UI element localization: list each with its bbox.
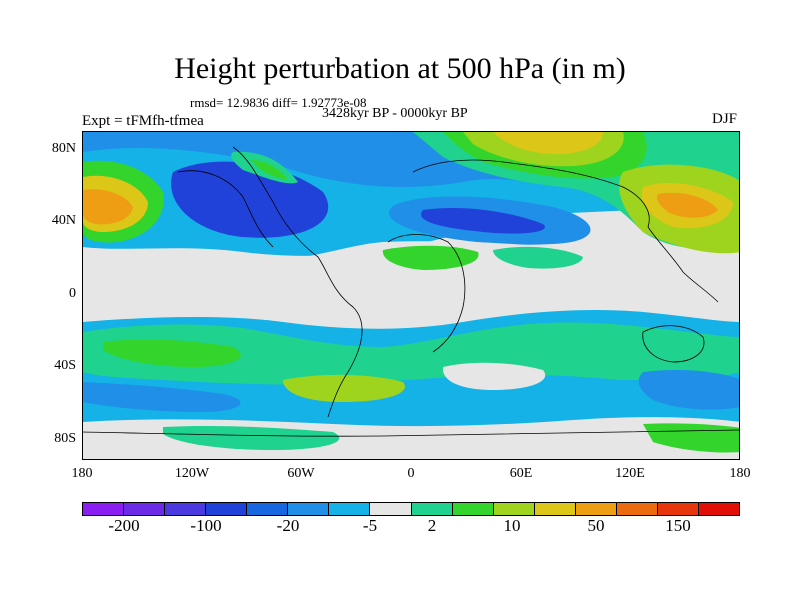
colorbar-swatch [165,503,207,515]
stats-text: rmsd= 12.9836 diff= 1.92773e-08 [190,95,367,110]
period-text: 3428kyr BP - 0000kyr BP [322,106,468,121]
colorbar-swatch [534,503,576,515]
colorbar-swatch [698,503,739,515]
season-label: DJF [712,111,738,127]
colorbar-swatch [83,503,125,515]
lat-label-80s: 80S [54,431,76,446]
colorbar-label-150: 150 [665,516,691,535]
colorbar-swatch [288,503,330,515]
height-perturbation-field [83,132,739,459]
lon-label-60w: 60W [287,466,315,481]
lon-label-0: 0 [407,466,415,481]
lat-label-40s: 40S [54,358,76,373]
lat-label-0: 0 [69,286,76,301]
colorbar-swatch [452,503,494,515]
colorbar-label-neg200: -200 [108,516,140,535]
lon-label-120e: 120E [615,466,645,481]
colorbar-swatch [493,503,535,515]
colorbar-label-neg20: -20 [276,516,300,535]
colorbar-swatch [411,503,453,515]
colorbar [82,502,740,516]
experiment-label: Expt = tFMfh-tfmea [82,113,204,129]
colorbar-label-50: 50 [587,516,605,535]
lon-label-180w: 180 [71,466,93,481]
lat-label-80n: 80N [51,141,76,156]
map-title: Height perturbation at 500 hPa (in m) [174,52,626,85]
colorbar-label-10: 10 [503,516,521,535]
lon-label-180e: 180 [729,466,751,481]
colorbar-label-2: 2 [427,516,437,535]
colorbar-swatch [575,503,617,515]
colorbar-swatch [247,503,289,515]
colorbar-swatch [124,503,166,515]
colorbar-swatch [657,503,699,515]
map-panel [82,131,740,460]
colorbar-label-neg5: -5 [362,516,378,535]
lon-label-60e: 60E [509,466,533,481]
colorbar-swatch [616,503,658,515]
colorbar-label-neg100: -100 [190,516,222,535]
colorbar-swatch [370,503,412,515]
lat-label-40n: 40N [51,213,76,228]
colorbar-swatch [206,503,248,515]
colorbar-swatch [329,503,371,515]
lon-label-120w: 120W [174,466,210,481]
